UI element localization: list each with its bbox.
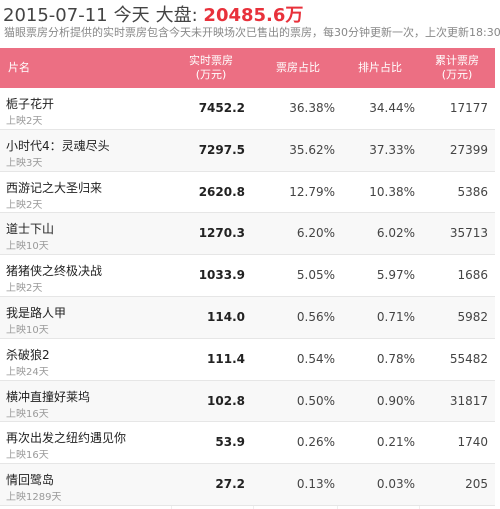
- movie-title: 情回鹭岛: [6, 473, 55, 488]
- market-total-value: 20485.6万: [203, 5, 304, 26]
- box-office-share: 12.79%: [289, 184, 335, 199]
- cumulative-box-office: 1686: [457, 268, 488, 283]
- cumulative-box-office: 35713: [449, 226, 488, 241]
- screening-share: 0.03%: [376, 477, 415, 492]
- col-header-screening-share[interactable]: 排片占比: [358, 61, 402, 74]
- release-days: 上映10天: [6, 241, 49, 253]
- table-row[interactable]: 小时代4：灵魂尽头 上映3天 7297.5 35.62% 37.33% 2739…: [0, 129, 495, 172]
- release-days: 上映2天: [6, 199, 43, 211]
- cumulative-box-office: 5982: [457, 309, 488, 324]
- table-header: 片名 实时票房 (万元) 票房占比 排片占比 累计票房 (万元): [0, 48, 495, 88]
- box-office-share: 36.38%: [289, 101, 335, 115]
- movie-title: 栀子花开: [6, 97, 55, 111]
- box-office-share: 35.62%: [289, 142, 335, 157]
- box-office-share: 0.54%: [296, 351, 335, 366]
- box-office-share: 5.05%: [296, 268, 335, 283]
- screening-share: 0.71%: [376, 309, 415, 324]
- box-office-share: 0.13%: [296, 477, 335, 492]
- screening-share: 0.78%: [376, 351, 415, 366]
- movie-title: 猪猪侠之终极决战: [6, 264, 103, 279]
- cumulative-box-office: 1740: [457, 435, 488, 450]
- release-days: 上映16天: [6, 450, 49, 462]
- release-days: 上映2天: [6, 283, 43, 295]
- realtime-box-office: 1033.9: [198, 268, 245, 283]
- realtime-box-office: 2620.8: [198, 184, 245, 199]
- col-header-cumulative[interactable]: 累计票房 (万元): [435, 54, 479, 81]
- realtime-box-office: 27.2: [215, 477, 245, 492]
- movie-title: 我是路人甲: [6, 305, 67, 320]
- realtime-box-office: 114.0: [207, 309, 245, 324]
- table-row[interactable]: 猪猪侠之终极决战 上映2天 1033.9 5.05% 5.97% 1686: [0, 255, 495, 297]
- table-row[interactable]: 栀子花开 上映2天 7452.2 36.38% 34.44% 17177: [0, 88, 495, 130]
- screening-share: 34.44%: [369, 101, 415, 115]
- movie-title: 道士下山: [6, 222, 55, 237]
- table-row[interactable]: 杀破狼2 上映24天 111.4 0.54% 0.78% 55482: [0, 338, 495, 381]
- movie-title: 杀破狼2: [6, 347, 50, 362]
- screening-share: 0.21%: [376, 435, 415, 450]
- screening-share: 0.90%: [376, 393, 415, 408]
- box-office-share: 0.50%: [296, 393, 335, 408]
- headline: 2015-07-11 今天 大盘: 20485.6万: [3, 1, 303, 27]
- realtime-box-office: 111.4: [207, 351, 245, 366]
- table-row[interactable]: 我是路人甲 上映10天 114.0 0.56% 0.71% 5982: [0, 296, 495, 339]
- release-days: 上映2天: [6, 116, 43, 127]
- release-days: 上映1289天: [6, 492, 62, 504]
- cumulative-box-office: 27399: [449, 142, 488, 157]
- col-header-realtime[interactable]: 实时票房 (万元): [189, 54, 233, 81]
- realtime-box-office: 1270.3: [198, 226, 245, 241]
- box-office-share: 6.20%: [296, 226, 335, 241]
- cumulative-box-office: 17177: [449, 101, 488, 115]
- cumulative-box-office: 205: [465, 477, 488, 492]
- table-row[interactable]: 横冲直撞好莱坞 上映16天 102.8 0.50% 0.90% 31817: [0, 380, 495, 423]
- screening-share: 37.33%: [369, 142, 415, 157]
- screening-share: 6.02%: [376, 226, 415, 241]
- movie-title: 小时代4：灵魂尽头: [6, 138, 110, 153]
- summary-header: 2015-07-11 今天 大盘: 20485.6万 猫眼票房分析提供的实时票房包含…: [0, 0, 500, 56]
- screening-share: 5.97%: [376, 268, 415, 283]
- realtime-box-office: 102.8: [207, 393, 245, 408]
- table-row[interactable]: 再次出发之纽约遇见你 上映16天 53.9 0.26% 0.21% 1740: [0, 422, 495, 465]
- release-days: 上映16天: [6, 408, 49, 420]
- movie-table-body: 栀子花开 上映2天 7452.2 36.38% 34.44% 17177 小时代…: [0, 88, 495, 506]
- movie-title: 西游记之大圣归来: [6, 180, 103, 195]
- release-days: 上映10天: [6, 324, 49, 336]
- realtime-box-office: 7297.5: [198, 142, 245, 157]
- realtime-box-office: 53.9: [215, 435, 245, 450]
- table-row[interactable]: 道士下山 上映10天 1270.3 6.20% 6.02% 35713: [0, 213, 495, 256]
- screening-share: 10.38%: [369, 184, 415, 199]
- cumulative-box-office: 55482: [449, 351, 488, 366]
- movie-title: 再次出发之纽约遇见你: [6, 431, 127, 446]
- realtime-box-office: 7452.2: [198, 101, 245, 115]
- table-row[interactable]: 西游记之大圣归来 上映2天 2620.8 12.79% 10.38% 5386: [0, 171, 495, 214]
- movie-title: 横冲直撞好莱坞: [6, 389, 91, 404]
- col-header-box-share[interactable]: 票房占比: [276, 61, 320, 74]
- col-header-name[interactable]: 片名: [8, 61, 30, 74]
- date-label: 2015-07-11: [3, 5, 108, 26]
- cumulative-box-office: 31817: [449, 393, 488, 408]
- cumulative-box-office: 5386: [457, 184, 488, 199]
- box-office-share: 0.26%: [296, 435, 335, 450]
- market-label: 大盘:: [155, 5, 198, 26]
- release-days: 上映3天: [6, 157, 43, 169]
- release-days: 上映24天: [6, 366, 49, 378]
- table-row[interactable]: 情回鹭岛 上映1289天 27.2 0.13% 0.03% 205: [0, 464, 495, 506]
- update-note: 猫眼票房分析提供的实时票房包含今天未开映场次已售出的票房，每30分钟更新一次，上…: [4, 26, 500, 39]
- box-office-share: 0.56%: [296, 309, 335, 324]
- today-label: 今天: [113, 5, 150, 26]
